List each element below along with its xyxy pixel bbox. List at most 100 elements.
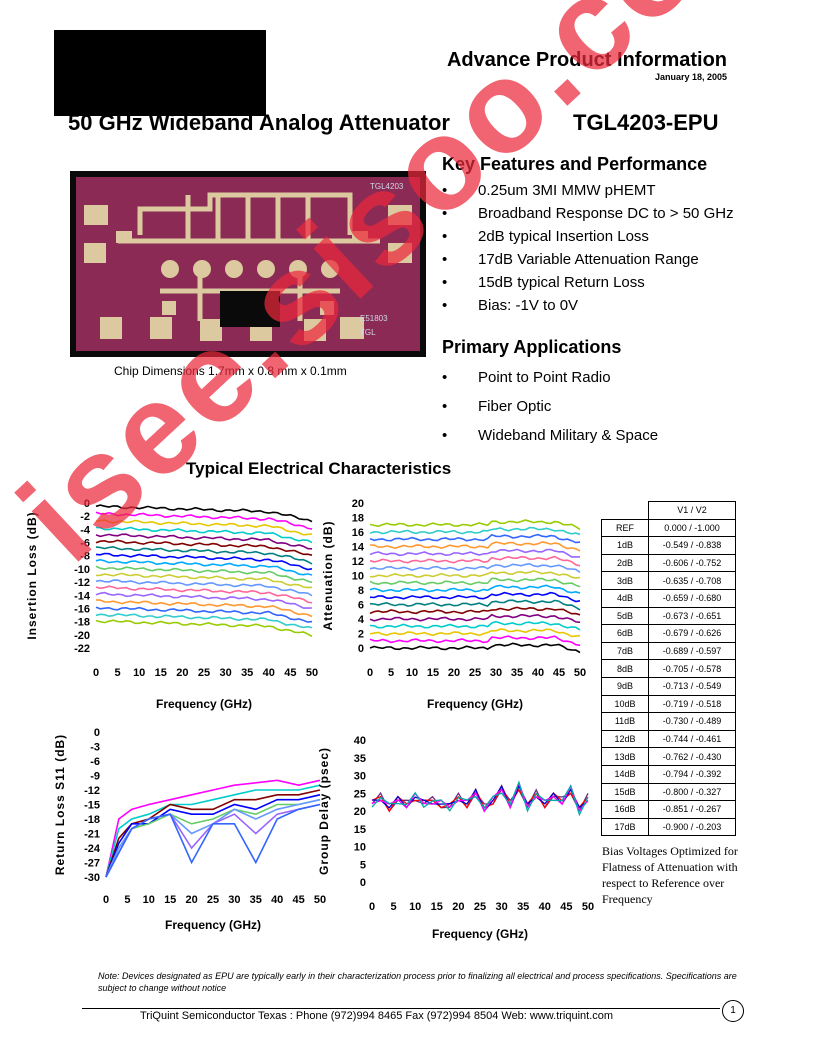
v1-value: -0.794	[662, 769, 689, 780]
x-tick-label: 0	[103, 894, 109, 906]
y-tick-label: -18	[74, 617, 90, 629]
y-tick-label: -22	[74, 643, 90, 655]
chip-photo: TGL4203 E51803 TGL	[70, 171, 426, 362]
product-title: 50 GHz Wideband Analog Attenuator	[68, 110, 450, 135]
svg-text:E51803: E51803	[360, 314, 388, 323]
x-tick-label: 15	[164, 894, 176, 906]
series-line	[369, 526, 581, 536]
x-tick-label: 25	[469, 667, 481, 679]
insertion-loss-chart: 0 -2 -4 -6 -8 -10 -12 -14 -16 -18 -20 -22 0 5 10 15 20 25…	[25, 498, 318, 711]
x-tick-label: 30	[490, 667, 502, 679]
series-line	[95, 579, 313, 597]
series-line	[105, 803, 321, 878]
table-row: 2dB -0.606 / -0.752	[601, 553, 736, 573]
table-row: 11dB -0.730 / -0.489	[601, 712, 736, 731]
x-tick-label: 30	[219, 667, 231, 679]
x-tick-label: 5	[124, 894, 130, 906]
row-voltages: -0.794 / -0.392	[648, 764, 736, 784]
y-tick-label: -8	[80, 551, 90, 563]
x-tick-label: 10	[133, 667, 145, 679]
v2-value: -0.392	[695, 769, 722, 780]
x-tick-label: 0	[93, 667, 99, 679]
x-tick-label: 50	[306, 667, 318, 679]
y-tick-label: -6	[90, 756, 100, 768]
x-tick-label: 35	[517, 901, 529, 913]
row-voltages: -0.800 / -0.327	[648, 782, 736, 802]
series-line	[369, 519, 581, 531]
v2-value: -0.838	[695, 540, 722, 551]
x-tick-label: 50	[582, 901, 594, 913]
x-tick-label: 0	[369, 901, 375, 913]
x-tick-label: 45	[560, 901, 572, 913]
y-tick-label: 10	[354, 842, 366, 854]
table-row: 16dB -0.851 / -0.267	[601, 800, 736, 819]
v1-value: -0.689	[662, 646, 689, 657]
series-line	[369, 606, 581, 616]
v1-value: -0.659	[662, 593, 689, 604]
applications-heading: Primary Applications	[442, 337, 622, 357]
y-tick-label: -3	[90, 742, 100, 754]
row-label: 14dB	[601, 764, 649, 784]
attenuation-chart: 20 18 16 14 12 10 8 6 4 2 0 0 5 10 15 20 25 30 35 40 45 50 Fre…	[321, 498, 586, 711]
v1-value: -0.719	[662, 698, 689, 709]
series-line	[369, 642, 581, 654]
table-row: 3dB -0.635 / -0.708	[601, 571, 736, 590]
x-axis-label: Frequency (GHz)	[156, 697, 252, 711]
row-voltages: -0.900 / -0.203	[648, 817, 736, 837]
y-tick-label: 25	[354, 788, 366, 800]
v2-value: -0.752	[695, 558, 722, 569]
series-line	[95, 565, 313, 584]
y-tick-label: -18	[84, 814, 100, 826]
row-label: 6dB	[601, 624, 649, 643]
row-voltages: -0.719 / -0.518	[648, 694, 736, 714]
x-tick-label: 25	[198, 667, 210, 679]
series-line	[369, 628, 581, 638]
x-tick-label: 50	[574, 667, 586, 679]
v2-value: -0.708	[695, 575, 722, 586]
x-tick-label: 20	[185, 894, 197, 906]
v1-value: -0.606	[662, 558, 689, 569]
series-line	[95, 558, 313, 576]
series-line	[95, 613, 313, 629]
v2-value: -0.578	[695, 663, 722, 674]
bias-voltage-table: V1 / V2 REF 0.000 / -1.000 1dB -0.549 / -0.…	[601, 501, 736, 837]
x-tick-label: 10	[406, 667, 418, 679]
y-tick-label: -15	[84, 800, 100, 812]
y-tick-label: 12	[352, 556, 364, 568]
v2-value: -0.203	[695, 821, 722, 832]
y-tick-label: -9	[90, 771, 100, 783]
x-tick-label: 5	[388, 667, 394, 679]
x-tick-label: 45	[553, 667, 565, 679]
x-tick-label: 30	[495, 901, 507, 913]
table-row: 13dB -0.762 / -0.430	[601, 747, 736, 766]
series-line	[95, 591, 313, 609]
x-tick-label: 15	[427, 667, 439, 679]
v1-value: -0.730	[662, 716, 689, 727]
series-line	[95, 526, 313, 544]
feature-item: • Broadband Response DC to > 50 GHz	[442, 205, 734, 222]
row-label: 12dB	[601, 729, 649, 749]
x-tick-label: 40	[539, 901, 551, 913]
series-line	[369, 613, 581, 624]
x-tick-label: 45	[292, 894, 304, 906]
table-row: 17dB -0.900 / -0.203	[601, 817, 736, 837]
feature-item: • Bias: -1V to 0V	[442, 297, 579, 314]
row-voltages: -0.744 / -0.461	[648, 729, 736, 749]
row-label: 9dB	[601, 676, 649, 696]
series-line	[95, 572, 313, 589]
v1-value: -0.635	[662, 575, 689, 586]
x-axis-label: Frequency (GHz)	[165, 918, 261, 932]
series-line	[95, 519, 313, 536]
x-tick-label: 20	[448, 667, 460, 679]
series-line	[105, 789, 321, 878]
series-line	[105, 784, 321, 878]
table-row: 1dB -0.549 / -0.838	[601, 536, 736, 555]
y-tick-label: -14	[74, 590, 91, 602]
document-date: January 18, 2005	[654, 72, 727, 82]
series-line	[95, 533, 313, 550]
series-line	[95, 539, 313, 556]
series-line	[95, 619, 313, 638]
series-line	[369, 584, 581, 594]
v2-value: -0.430	[695, 751, 722, 762]
v1-value: 0.000	[664, 522, 687, 533]
